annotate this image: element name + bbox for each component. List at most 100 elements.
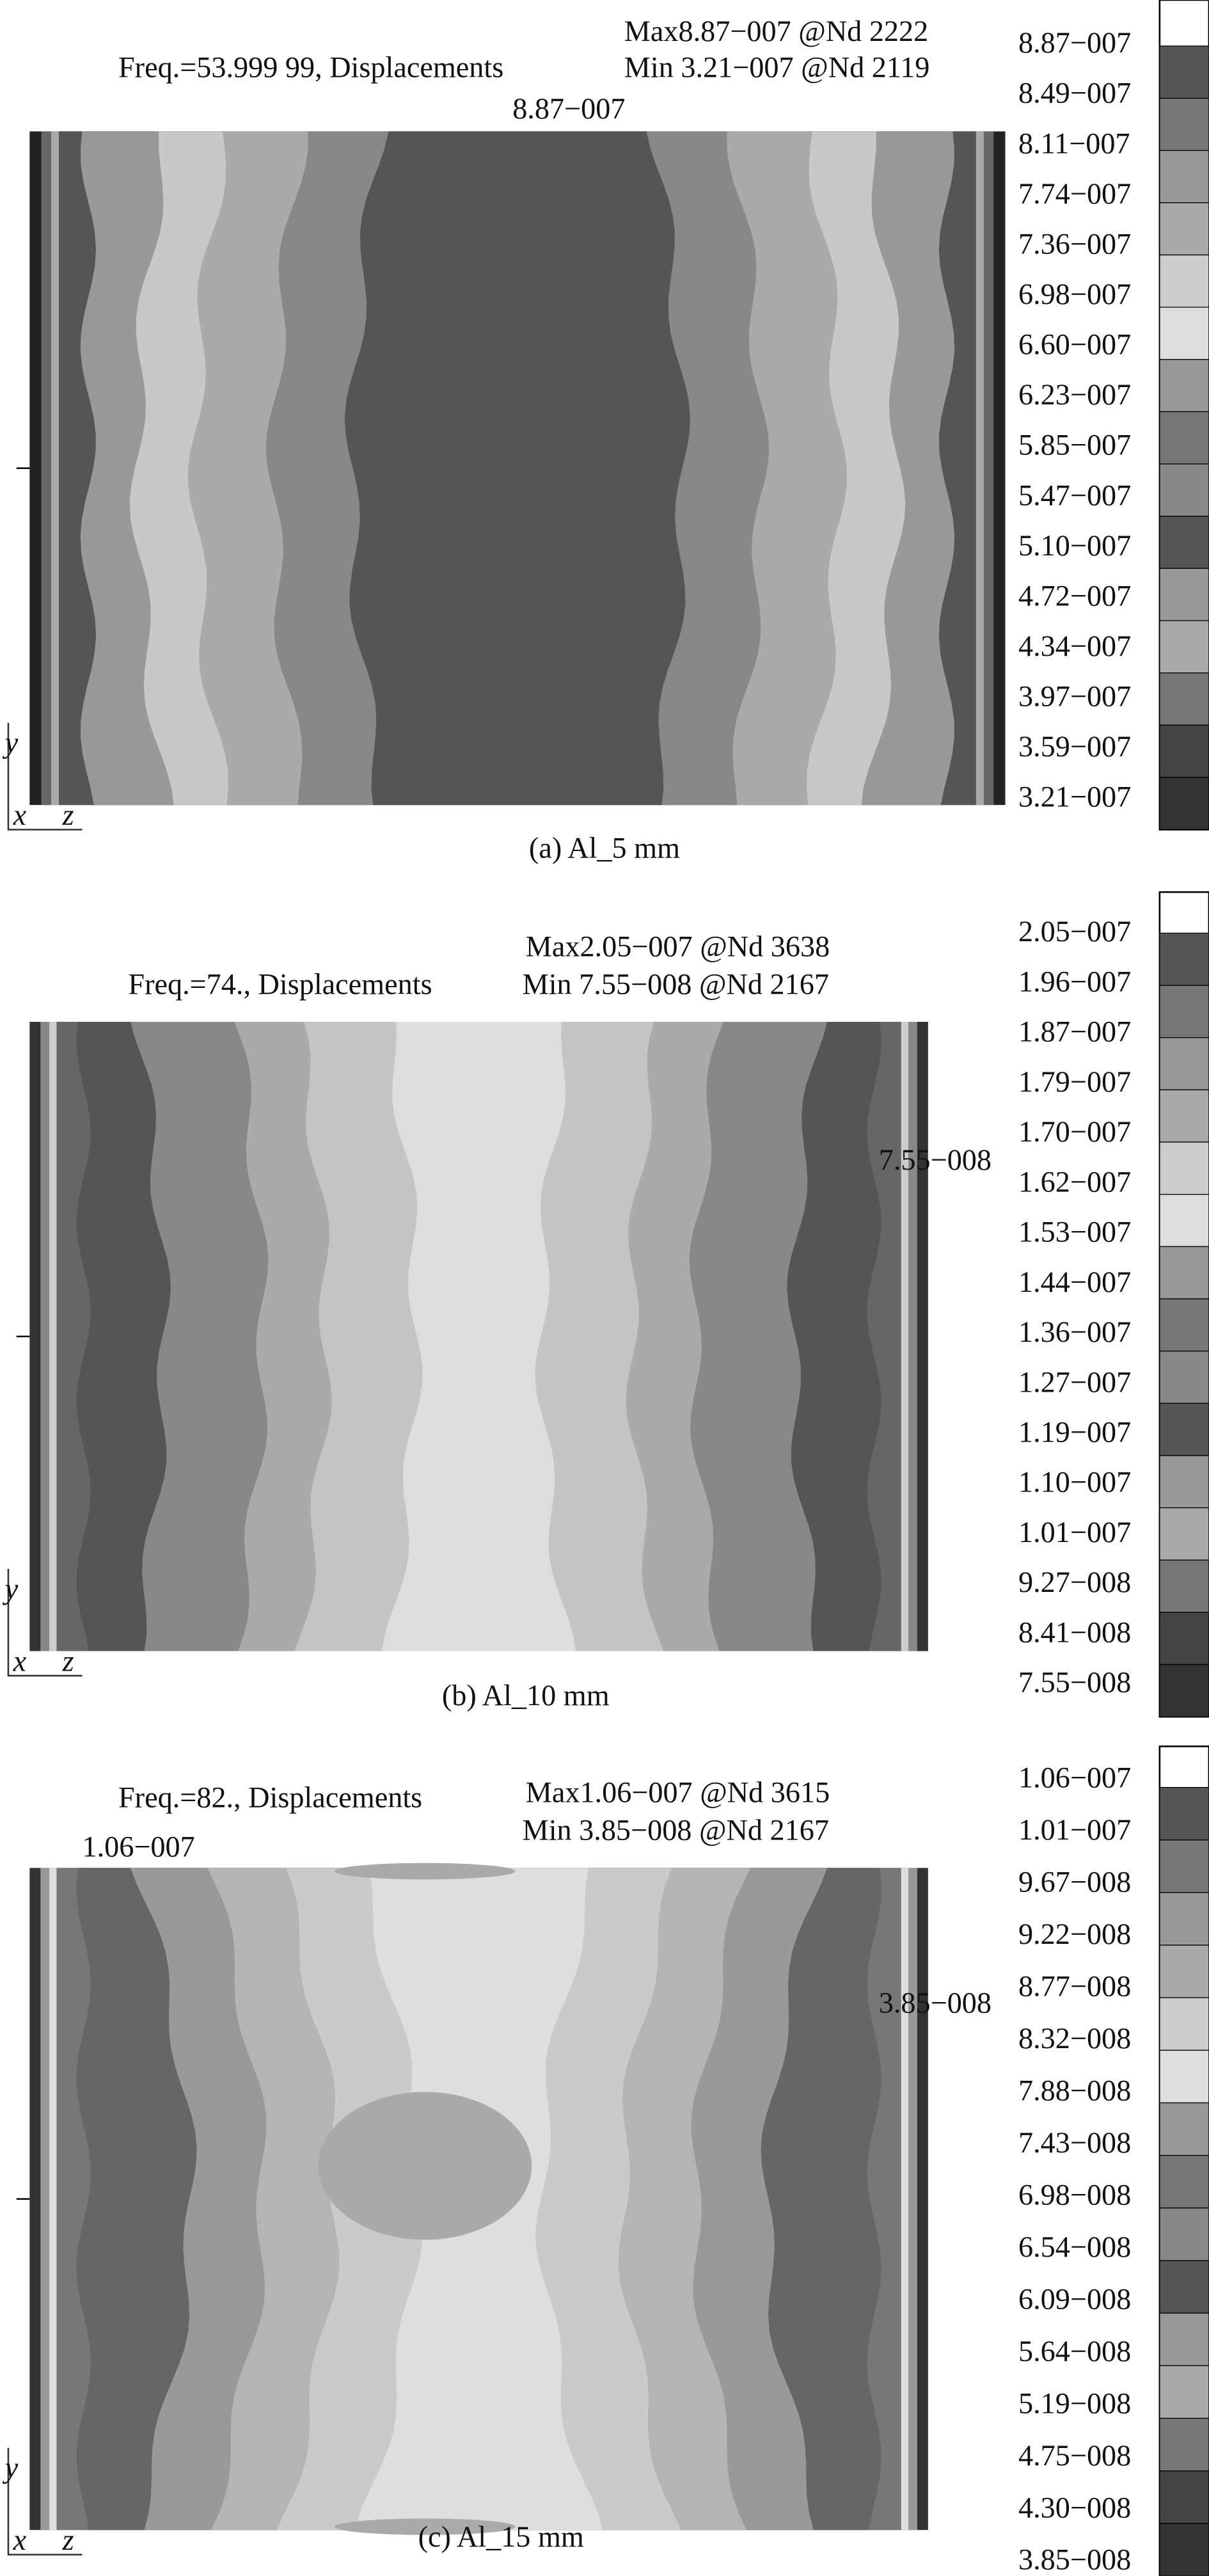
legend-swatch <box>1159 1944 1209 1998</box>
legend-label: 6.98−007 <box>1018 278 1131 310</box>
legend-swatch <box>1159 1298 1209 1352</box>
freq-label: Freq.=82., Displacements <box>118 1781 422 1813</box>
legend-label: 1.01−007 <box>1018 1813 1131 1846</box>
legend-label: 1.53−007 <box>1018 1216 1131 1248</box>
plot-label: 7.55−008 <box>879 1143 992 1176</box>
legend-swatch <box>1159 202 1209 256</box>
legend-label: 4.30−008 <box>1018 2491 1131 2524</box>
freq-label: Freq.=74., Displacements <box>128 967 432 1000</box>
legend-swatch <box>1159 1892 1209 1946</box>
contour-band <box>382 1022 576 1651</box>
legend-swatch <box>1159 777 1209 831</box>
legend-swatch <box>1159 2260 1209 2314</box>
legend-label: 3.97−007 <box>1018 680 1131 713</box>
legend-label: 8.77−008 <box>1018 1969 1131 2002</box>
legend-label: 1.06−007 <box>1018 1761 1131 1794</box>
legend-label: 1.87−007 <box>1018 1015 1131 1048</box>
legend-label: 6.23−007 <box>1018 378 1131 411</box>
axis-label-x: x <box>13 1644 27 1677</box>
legend-swatch <box>1159 2312 1209 2366</box>
min-label: Min 3.85−008 @Nd 2167 <box>523 1814 829 1847</box>
legend-swatch <box>1159 97 1209 151</box>
legend-swatch <box>1159 1350 1209 1404</box>
axis-label-z: z <box>62 1644 74 1677</box>
legend-label: 1.62−007 <box>1018 1165 1131 1198</box>
legend-swatch <box>1159 45 1209 99</box>
caption: (a) Al_5 mm <box>529 831 680 864</box>
legend-label: 7.43−008 <box>1018 2126 1131 2159</box>
legend-swatch <box>1159 1840 1209 1893</box>
legend-swatch <box>1159 2470 1209 2524</box>
legend-label: 4.72−007 <box>1018 579 1131 612</box>
max-label: Max1.06−007 @Nd 3615 <box>526 1776 830 1809</box>
legend-label: 5.85−007 <box>1018 429 1131 461</box>
legend-label: 6.98−008 <box>1018 2178 1131 2211</box>
legend-swatch <box>1159 1246 1209 1300</box>
legend-swatch <box>1159 1403 1209 1456</box>
legend-label: 9.27−008 <box>1018 1566 1131 1598</box>
legend-label: 1.70−007 <box>1018 1115 1131 1148</box>
legend-swatch <box>1159 359 1209 413</box>
legend-swatch <box>1159 2417 1209 2472</box>
legend-swatch <box>1159 1997 1209 2051</box>
contour-island <box>335 2518 516 2535</box>
legend-label: 8.41−008 <box>1018 1616 1131 1648</box>
legend-swatch <box>1159 1559 1209 1613</box>
plot-label: 8.87−007 <box>512 92 625 125</box>
axis-triad <box>7 1569 83 1677</box>
caption: (b) Al_10 mm <box>442 1679 610 1712</box>
axis-label-y: y <box>3 2451 19 2484</box>
legend-label: 2.05−007 <box>1018 915 1131 948</box>
axis-label-z: z <box>62 799 74 831</box>
legend-label: 1.19−007 <box>1018 1415 1131 1448</box>
legend-swatch <box>1159 568 1209 621</box>
legend-label: 8.49−007 <box>1018 77 1131 109</box>
legend-label: 1.01−007 <box>1018 1516 1131 1548</box>
legend-label: 5.19−008 <box>1018 2387 1131 2419</box>
plot-label: 1.06−007 <box>83 1830 195 1863</box>
legend-swatch <box>1159 1612 1209 1666</box>
axis-label-x: x <box>13 799 27 831</box>
legend-label: 3.59−007 <box>1018 730 1131 763</box>
plot-label: 3.85−008 <box>879 1986 992 2019</box>
legend-label: 8.87−007 <box>1018 26 1131 59</box>
legend-swatch <box>1159 672 1209 726</box>
legend-label: 4.34−007 <box>1018 630 1131 662</box>
freq-label: Freq.=53.999 99, Displacements <box>118 51 503 84</box>
legend-swatch <box>1159 1141 1209 1195</box>
legend-swatch <box>1159 620 1209 674</box>
legend-swatch <box>1159 1507 1209 1561</box>
max-label: Max8.87−007 @Nd 2222 <box>624 15 928 47</box>
legend-swatch <box>1159 932 1209 986</box>
legend-swatch <box>1159 1194 1209 1247</box>
legend-label: 1.10−007 <box>1018 1466 1131 1499</box>
legend-label: 4.75−008 <box>1018 2439 1131 2472</box>
legend-swatch <box>1159 306 1209 360</box>
legend-label: 6.54−008 <box>1018 2230 1131 2263</box>
legend-label: 9.67−008 <box>1018 1866 1131 1898</box>
legend-swatch <box>1159 254 1209 308</box>
axis-label-x: x <box>13 2524 27 2556</box>
legend-label: 5.10−007 <box>1018 529 1131 562</box>
legend-swatch <box>1159 1664 1209 1717</box>
contour-band <box>344 131 691 806</box>
legend-label: 9.22−008 <box>1018 1918 1131 1950</box>
contour-island <box>318 2092 532 2240</box>
legend-swatch <box>1159 985 1209 1038</box>
legend-label: 8.11−007 <box>1018 127 1130 159</box>
legend-swatch <box>1159 1455 1209 1509</box>
legend-swatch <box>1159 724 1209 778</box>
legend-swatch <box>1159 2207 1209 2261</box>
axis-label-z: z <box>62 2524 74 2556</box>
legend-swatch <box>1159 150 1209 203</box>
legend-swatch <box>1159 2049 1209 2104</box>
legend-label: 1.96−007 <box>1018 965 1131 998</box>
legend-label: 8.32−008 <box>1018 2022 1131 2055</box>
axis-triad <box>7 722 83 831</box>
legend-label: 1.27−007 <box>1018 1365 1131 1398</box>
legend-label: 1.36−007 <box>1018 1316 1131 1348</box>
legend-label: 1.79−007 <box>1018 1065 1131 1098</box>
contour-island <box>335 1863 516 1880</box>
min-label: Min 7.55−008 @Nd 2167 <box>523 967 829 1000</box>
